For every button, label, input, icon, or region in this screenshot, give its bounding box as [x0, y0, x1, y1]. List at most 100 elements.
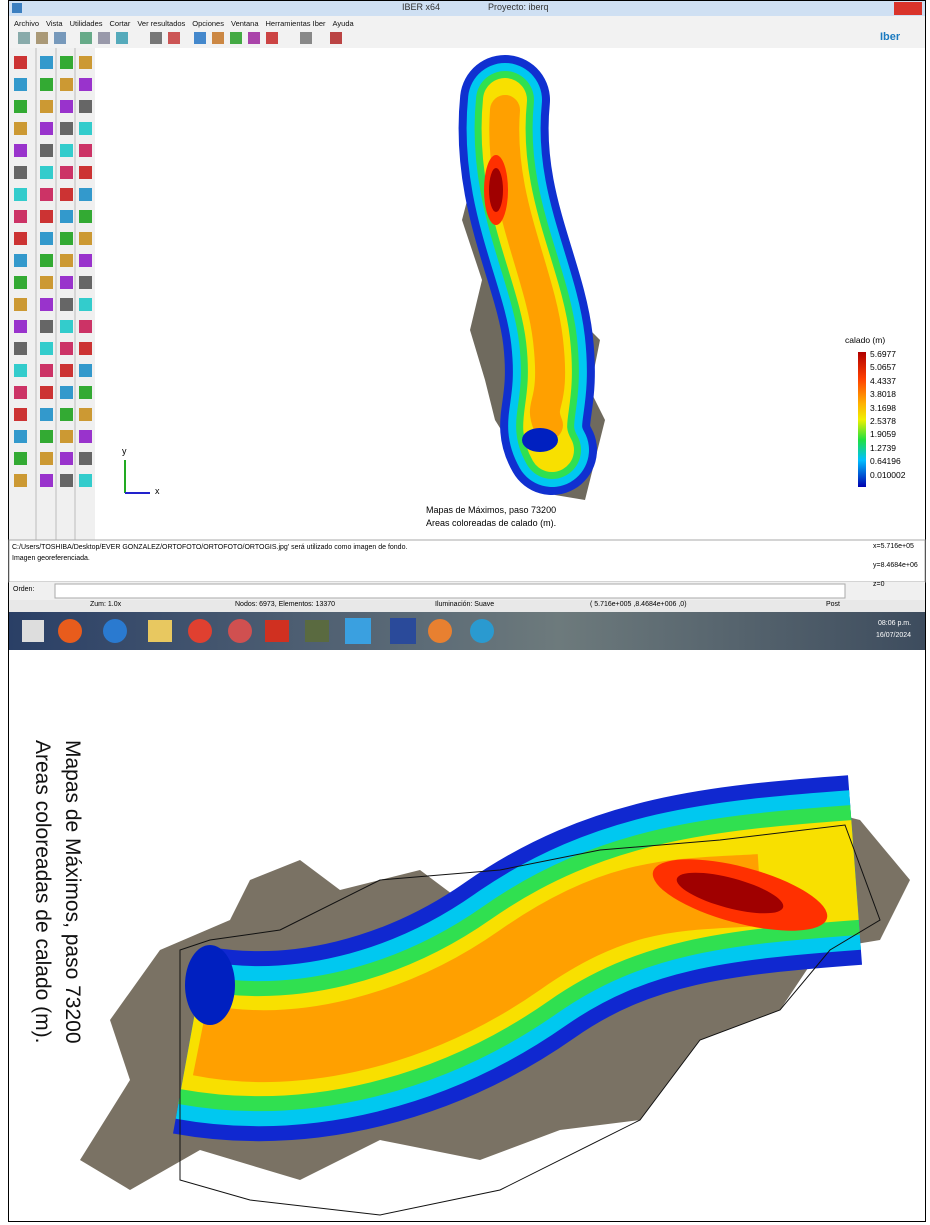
- menu-item[interactable]: Herramientas Iber: [266, 19, 326, 28]
- tool-icon[interactable]: [79, 232, 92, 245]
- tool-icon[interactable]: [60, 188, 73, 201]
- tool-icon[interactable]: [79, 276, 92, 289]
- minimize-button[interactable]: [868, 2, 890, 15]
- tool-icon[interactable]: [168, 32, 180, 44]
- tool-icon[interactable]: [14, 452, 27, 465]
- tool-icon[interactable]: [40, 452, 53, 465]
- tool-icon[interactable]: [116, 32, 128, 44]
- tool-icon[interactable]: [40, 78, 53, 91]
- tool-icon[interactable]: [60, 144, 73, 157]
- tool-icon[interactable]: [60, 474, 73, 487]
- command-input[interactable]: [55, 584, 845, 598]
- tool-icon[interactable]: [14, 78, 27, 91]
- tool-icon[interactable]: [40, 386, 53, 399]
- tool-icon[interactable]: [60, 56, 73, 69]
- start-button[interactable]: [22, 620, 44, 642]
- app-icon[interactable]: [345, 618, 371, 644]
- tool-icon[interactable]: [60, 78, 73, 91]
- tool-icon[interactable]: [79, 430, 92, 443]
- tool-icon[interactable]: [60, 364, 73, 377]
- tool-icon[interactable]: [40, 100, 53, 113]
- tool-icon[interactable]: [79, 78, 92, 91]
- tool-icon[interactable]: [79, 210, 92, 223]
- tool-icon[interactable]: [60, 386, 73, 399]
- tool-icon[interactable]: [79, 364, 92, 377]
- tool-icon[interactable]: [14, 276, 27, 289]
- tool-icon[interactable]: [79, 320, 92, 333]
- tool-icon[interactable]: [40, 188, 53, 201]
- tool-icon[interactable]: [150, 32, 162, 44]
- tool-icon[interactable]: [79, 56, 92, 69]
- tool-icon[interactable]: [40, 364, 53, 377]
- app-icon[interactable]: [390, 618, 416, 644]
- tool-icon[interactable]: [40, 320, 53, 333]
- tool-icon[interactable]: [14, 56, 27, 69]
- menu-item[interactable]: Ver resultados: [137, 19, 185, 28]
- tool-icon[interactable]: [14, 232, 27, 245]
- tool-icon[interactable]: [14, 474, 27, 487]
- tool-icon[interactable]: [60, 210, 73, 223]
- tool-icon[interactable]: [36, 32, 48, 44]
- tool-icon[interactable]: [80, 32, 92, 44]
- tool-icon[interactable]: [14, 144, 27, 157]
- tool-icon[interactable]: [14, 408, 27, 421]
- tool-icon[interactable]: [79, 474, 92, 487]
- tool-icon[interactable]: [14, 430, 27, 443]
- menu-item[interactable]: Utilidades: [70, 19, 103, 28]
- tool-icon[interactable]: [40, 56, 53, 69]
- tool-icon[interactable]: [40, 122, 53, 135]
- tool-icon[interactable]: [60, 166, 73, 179]
- tool-icon[interactable]: [60, 254, 73, 267]
- tool-icon[interactable]: [266, 32, 278, 44]
- tool-icon[interactable]: [79, 254, 92, 267]
- tool-icon[interactable]: [14, 210, 27, 223]
- menu-item[interactable]: Vista: [46, 19, 63, 28]
- tool-icon[interactable]: [40, 166, 53, 179]
- tool-icon[interactable]: [79, 100, 92, 113]
- tool-icon[interactable]: [60, 122, 73, 135]
- tool-icon[interactable]: [40, 342, 53, 355]
- menu-item[interactable]: Cortar: [110, 19, 131, 28]
- app-icon[interactable]: [265, 620, 289, 642]
- tool-icon[interactable]: [79, 144, 92, 157]
- tool-icon[interactable]: [60, 232, 73, 245]
- tool-icon[interactable]: [79, 188, 92, 201]
- tool-icon[interactable]: [79, 166, 92, 179]
- tool-icon[interactable]: [330, 32, 342, 44]
- tool-icon[interactable]: [14, 386, 27, 399]
- menu-item[interactable]: Archivo: [14, 19, 39, 28]
- tool-icon[interactable]: [300, 32, 312, 44]
- tool-icon[interactable]: [14, 364, 27, 377]
- app-icon[interactable]: [305, 620, 329, 642]
- tool-icon[interactable]: [60, 408, 73, 421]
- app-icon[interactable]: [428, 619, 452, 643]
- tool-icon[interactable]: [14, 342, 27, 355]
- tool-icon[interactable]: [40, 408, 53, 421]
- tool-icon[interactable]: [60, 452, 73, 465]
- tool-icon[interactable]: [79, 408, 92, 421]
- tool-icon[interactable]: [54, 32, 66, 44]
- tool-icon[interactable]: [79, 298, 92, 311]
- tool-icon[interactable]: [212, 32, 224, 44]
- tool-icon[interactable]: [79, 122, 92, 135]
- tool-icon[interactable]: [40, 430, 53, 443]
- tool-icon[interactable]: [248, 32, 260, 44]
- tool-icon[interactable]: [40, 474, 53, 487]
- tool-icon[interactable]: [60, 342, 73, 355]
- tool-icon[interactable]: [194, 32, 206, 44]
- app-icon[interactable]: [148, 620, 172, 642]
- tool-icon[interactable]: [40, 210, 53, 223]
- app-icon[interactable]: [188, 619, 212, 643]
- tool-icon[interactable]: [60, 276, 73, 289]
- tool-icon[interactable]: [79, 386, 92, 399]
- app-icon[interactable]: [58, 619, 82, 643]
- tool-icon[interactable]: [40, 232, 53, 245]
- tool-icon[interactable]: [40, 298, 53, 311]
- tool-icon[interactable]: [60, 298, 73, 311]
- tool-icon[interactable]: [14, 100, 27, 113]
- app-icon[interactable]: [228, 619, 252, 643]
- tool-icon[interactable]: [40, 144, 53, 157]
- tool-icon[interactable]: [98, 32, 110, 44]
- tool-icon[interactable]: [60, 320, 73, 333]
- tool-icon[interactable]: [79, 342, 92, 355]
